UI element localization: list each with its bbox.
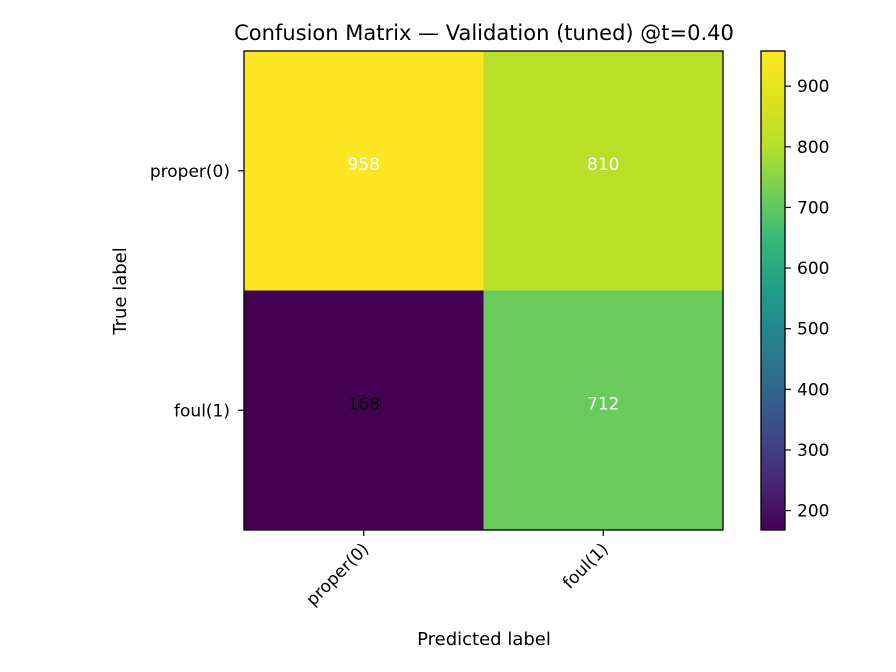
colorbar: 200 300 400 500 600 700 800 900 — [760, 50, 829, 531]
y-tick-label: proper(0) — [150, 162, 230, 182]
heatmap-cells: 958 810 168 712 — [244, 51, 723, 530]
colorbar-tick-label: 800 — [797, 138, 829, 158]
colorbar-tick-label: 900 — [797, 77, 829, 97]
colorbar-tick-label: 300 — [797, 441, 829, 461]
colorbar-gradient — [761, 51, 785, 530]
cell-value-label: 810 — [587, 155, 619, 175]
colorbar-tick-label: 200 — [797, 502, 829, 522]
colorbar-tick-label: 600 — [797, 259, 829, 279]
chart-title: Confusion Matrix — Validation (tuned) @t… — [234, 21, 734, 45]
heatmap-cell — [244, 51, 484, 291]
x-axis-label: Predicted label — [417, 629, 551, 650]
x-tick-label: proper(0) — [302, 539, 373, 610]
x-tick-label: foul(1) — [559, 539, 613, 593]
x-axis: proper(0) foul(1) — [302, 530, 613, 610]
colorbar-tick-label: 500 — [797, 320, 829, 340]
y-axis: proper(0) foul(1) — [150, 162, 244, 421]
plot-frame — [243, 50, 724, 531]
y-axis-label: True label — [110, 247, 131, 336]
colorbar-tick-label: 400 — [797, 380, 829, 400]
heatmap-cell — [483, 290, 723, 530]
colorbar-tick-label: 700 — [797, 198, 829, 218]
colorbar-ticks: 200 300 400 500 600 700 800 900 — [785, 77, 829, 522]
heatmap-cell — [244, 290, 484, 530]
heatmap-cell — [483, 51, 723, 291]
colorbar-frame — [760, 50, 786, 531]
cell-value-label: 712 — [587, 394, 619, 414]
cell-value-label: 958 — [348, 155, 380, 175]
cell-value-label: 168 — [348, 394, 380, 414]
y-tick-label: foul(1) — [174, 401, 230, 421]
